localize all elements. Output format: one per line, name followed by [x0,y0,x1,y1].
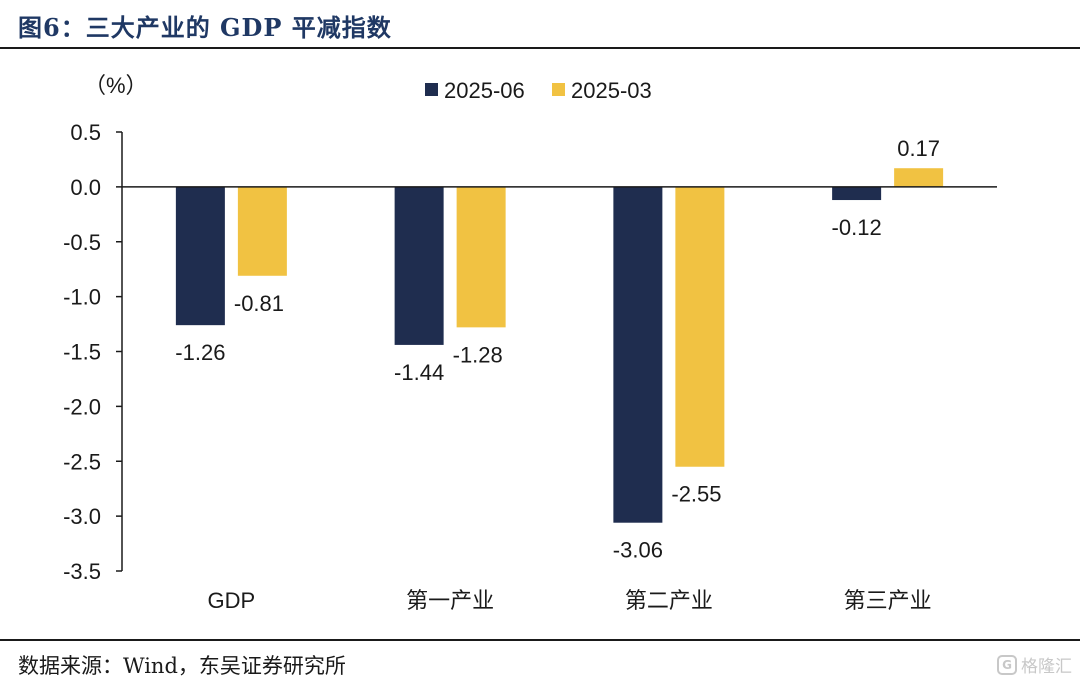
watermark: G 格隆汇 [997,652,1072,677]
bar-2025-03 [456,186,506,328]
data-label: -3.06 [613,538,663,563]
bar-2025-06 [832,186,882,201]
bar-2025-03 [237,186,287,276]
bar-2025-06 [175,186,225,326]
bars [175,168,944,523]
figure-title: 图6：三大产业的 GDP 平减指数 [18,13,392,42]
y-tick-label: -2.5 [63,449,101,474]
data-label: -0.12 [832,215,882,240]
legend: 2025-06 2025-03 [425,78,652,103]
legend-swatch [425,83,438,96]
x-category-label: 第二产业 [625,588,713,613]
watermark-text: 格隆汇 [1021,657,1072,677]
data-labels: -1.26 -0.81 -1.44 -1.28 -3.06 -2.55 -0.12 0.17 [175,136,940,562]
x-category-label: GDP [208,588,256,613]
data-label: 0.17 [897,136,940,161]
y-axis-unit-label: （%） [84,73,148,98]
bar-2025-03 [894,168,944,187]
bar-2025-03 [675,186,725,467]
y-tick-label: 0.0 [70,175,101,200]
y-tick-label: -0.5 [63,230,101,255]
data-label: -1.26 [175,340,225,365]
y-tick-label: -1.0 [63,285,101,310]
y-tick-label: -1.5 [63,340,101,365]
bar-chart: （%） 2025-06 2025-03 0.5 0.0 -0.5 -1.0 -1.5 -2.… [63,73,997,613]
axes: 0.5 0.0 -0.5 -1.0 -1.5 -2.0 -2.5 -3.0 -3.5 GDP 第一产… [63,120,997,613]
legend-label: 2025-06 [444,78,525,103]
bar-2025-06 [613,186,663,523]
y-tick-label: -2.0 [63,394,101,419]
bar-2025-06 [394,186,444,345]
legend-swatch [552,83,565,96]
x-category-label: 第一产业 [406,588,494,613]
bottom-rule [0,639,1080,641]
data-label: -1.44 [394,360,444,385]
data-label: -2.55 [671,482,721,507]
y-tick-label: 0.5 [70,120,101,145]
data-label: -1.28 [453,342,503,367]
source-note: 数据来源：Wind，东吴证券研究所 [18,654,346,678]
y-tick-label: -3.0 [63,504,101,529]
data-label: -0.81 [234,291,284,316]
x-category-label: 第三产业 [844,588,932,613]
watermark-logo-icon: G [997,654,1017,675]
top-rule [0,47,1080,49]
y-tick-label: -3.5 [63,559,101,584]
legend-label: 2025-03 [571,78,652,103]
